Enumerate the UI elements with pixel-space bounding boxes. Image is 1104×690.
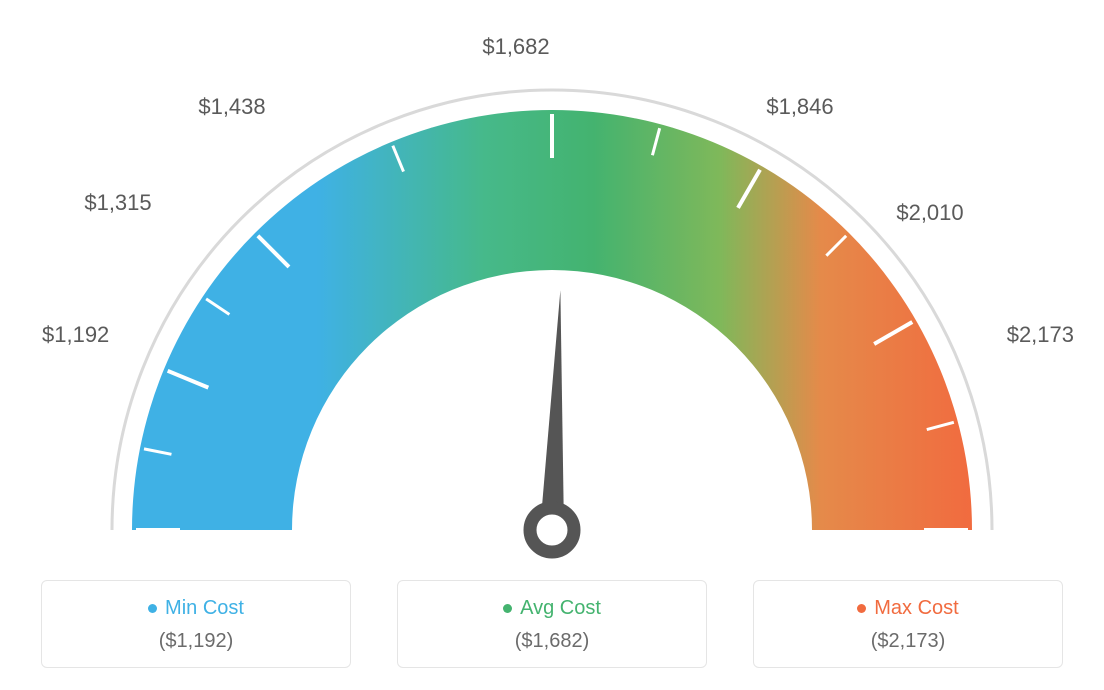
dot-icon [148,604,157,613]
legend-value: ($1,682) [408,630,696,653]
gauge-svg [0,30,1104,590]
legend-value: ($1,192) [52,630,340,653]
legend-card-avg: Avg Cost ($1,682) [397,580,707,668]
legend-title-avg: Avg Cost [503,597,601,620]
gauge-tick-label: $1,846 [766,94,833,120]
legend-title-max: Max Cost [857,597,958,620]
gauge-tick-label: $1,192 [42,322,109,348]
gauge-needle [540,290,564,530]
gauge-tick-label: $2,010 [896,200,963,226]
legend-label: Avg Cost [520,597,601,620]
legend-label: Min Cost [165,597,244,620]
dot-icon [857,604,866,613]
gauge-hub [530,508,574,552]
legend-card-max: Max Cost ($2,173) [753,580,1063,668]
legend-value: ($2,173) [764,630,1052,653]
gauge-tick-label: $1,315 [84,190,151,216]
gauge-tick-label: $1,438 [198,94,265,120]
legend-label: Max Cost [874,597,958,620]
gauge-chart: $1,192 $1,315 $1,438 $1,682 $1,846 $2,010 $2,1… [0,0,1104,560]
dot-icon [503,604,512,613]
legend-title-min: Min Cost [148,597,244,620]
gauge-tick-label: $1,682 [482,34,549,60]
legend-row: Min Cost ($1,192) Avg Cost ($1,682) Max … [0,580,1104,668]
gauge-tick-label: $2,173 [1007,322,1074,348]
legend-card-min: Min Cost ($1,192) [41,580,351,668]
